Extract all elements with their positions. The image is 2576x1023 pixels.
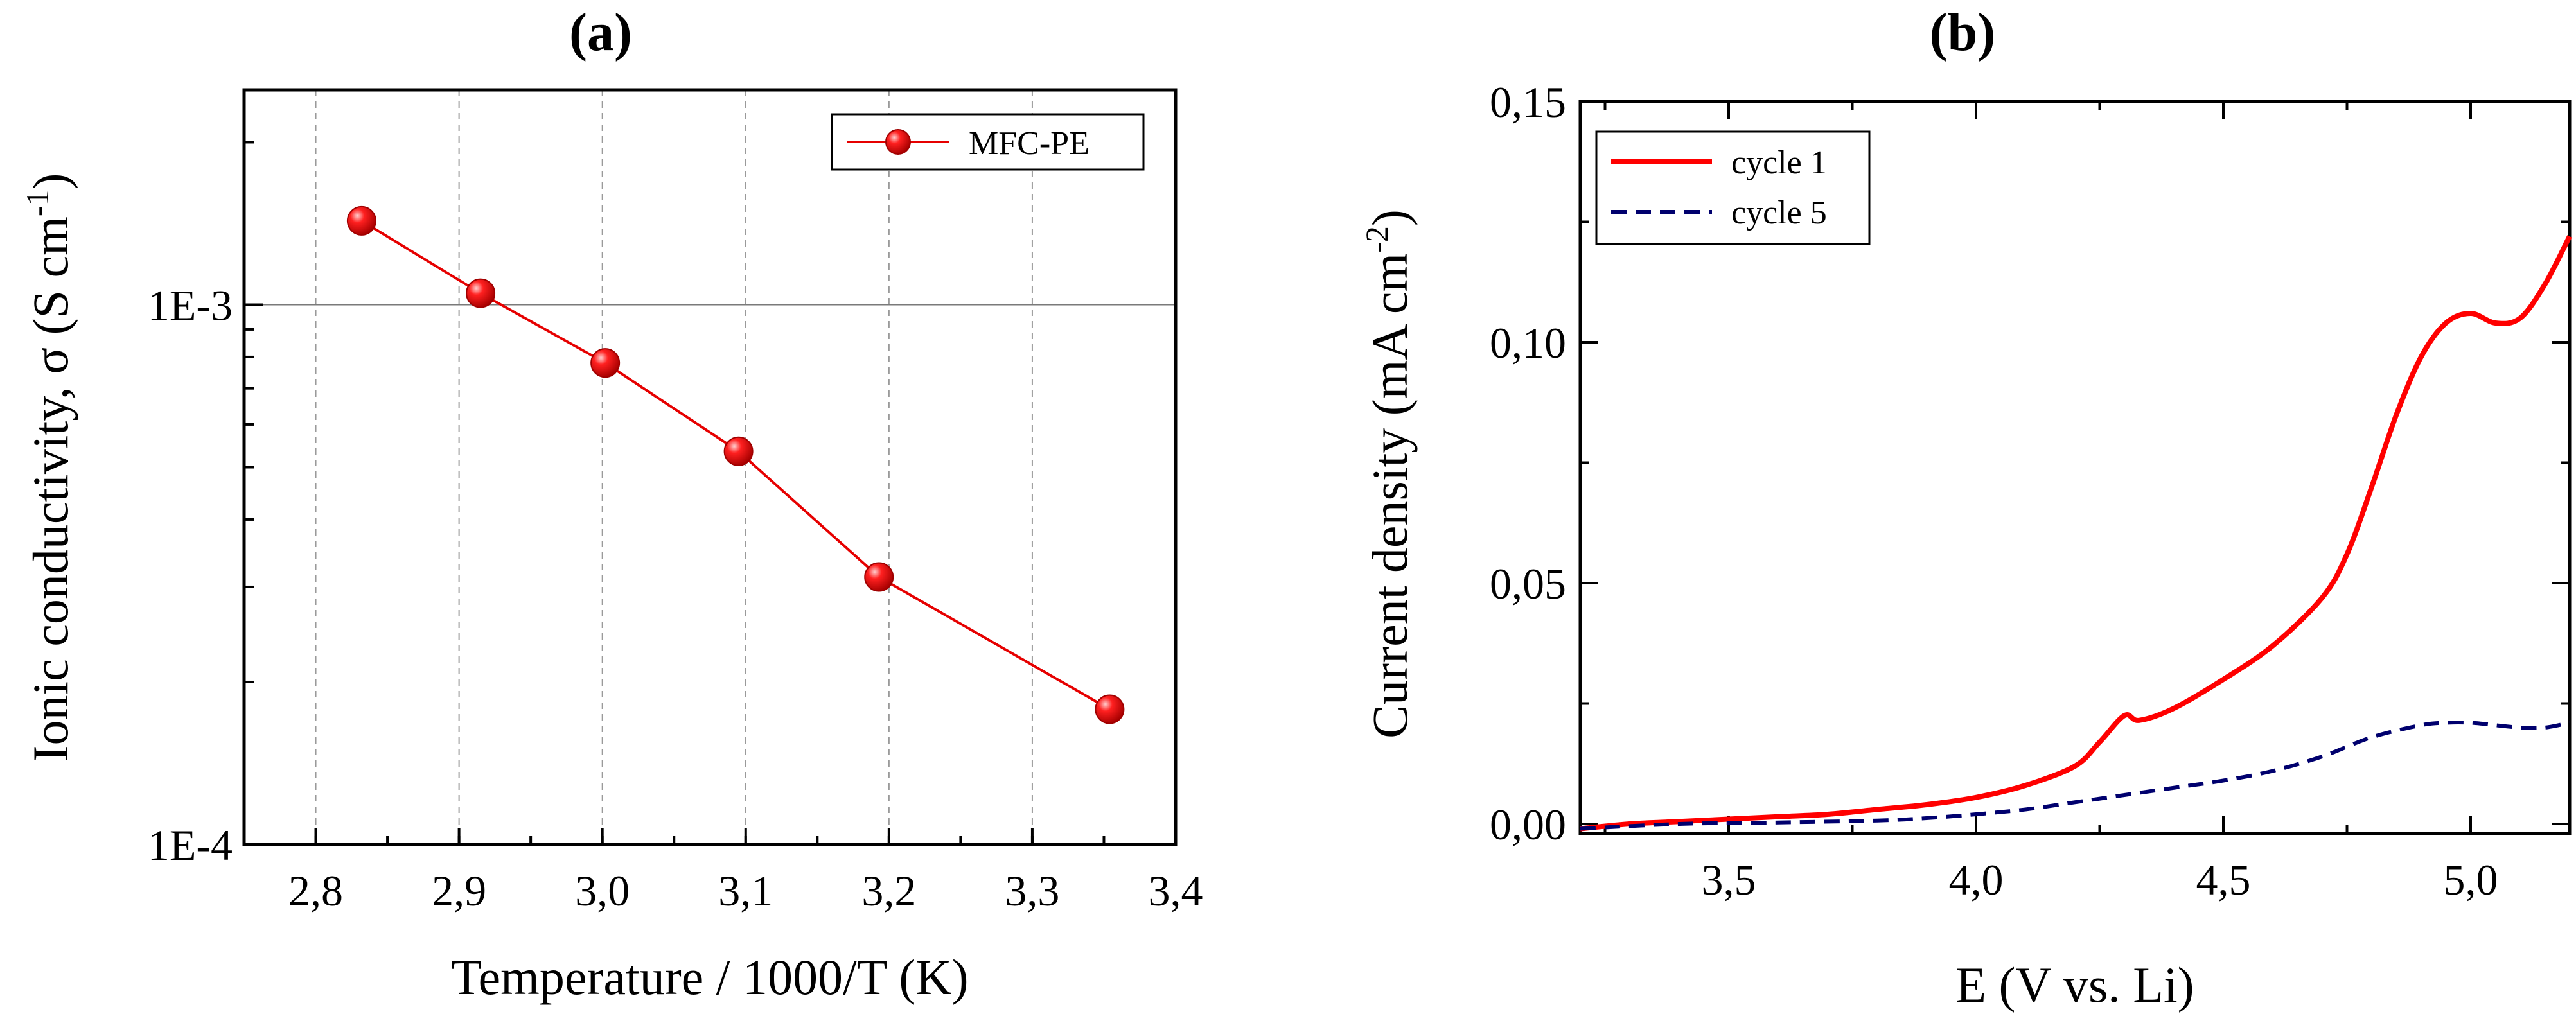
data-point-mfc-pe <box>590 348 621 378</box>
legend-mfc-pe-marker <box>885 129 911 155</box>
series-cycle-5-line <box>1580 721 2570 831</box>
panel-b-y-tick-label: 0,15 <box>1490 78 1566 127</box>
panel-a-frame <box>242 88 1178 846</box>
data-point-mfc-pe <box>1095 694 1125 724</box>
panel-b-y-axis-title-sup: -2 <box>1359 226 1395 253</box>
panel-a-grid <box>244 90 1176 845</box>
panel-b: (b) 3,5 4,0 4,5 5,0 0,00 0,05 0,10 0,15 cycle 1… <box>1359 3 2572 1013</box>
series-cycle-1-line <box>1580 235 2572 832</box>
panel-a-y-tick-label: 1E-3 <box>148 281 233 329</box>
data-point-mfc-pe <box>346 205 376 236</box>
panel-b-ticks: 3,5 4,0 4,5 5,0 0,00 0,05 0,10 0,15 <box>1490 78 2570 904</box>
panel-a-x-tick-label: 3,4 <box>1149 866 1203 915</box>
panel-b-series <box>1580 235 2572 832</box>
panel-b-y-axis-title-main: Current density (mA cm <box>1362 253 1418 739</box>
panel-a-x-tick-label: 3,1 <box>718 866 773 915</box>
panel-b-x-tick-label: 5,0 <box>2444 855 2498 904</box>
panel-b-x-tick-label: 4,5 <box>2196 855 2251 904</box>
panel-a-x-tick-label: 2,8 <box>288 866 343 915</box>
legend-cycle-1-label: cycle 1 <box>1731 144 1827 181</box>
data-point-mfc-pe <box>466 278 496 308</box>
panel-a-title: (a) <box>569 3 632 62</box>
panel-b-y-tick-label: 0,00 <box>1490 800 1566 849</box>
panel-b-y-axis-title: Current density (mA cm-2) <box>1359 209 1418 739</box>
panel-a-x-axis-title: Temperature / 1000/T (K) <box>451 949 968 1005</box>
panel-b-y-axis-title-close: ) <box>1362 209 1418 226</box>
panel-b-frame <box>1578 100 2572 835</box>
panel-a-series <box>346 205 1125 724</box>
panel-b-y-tick-label: 0,10 <box>1490 319 1566 367</box>
series-mfc-pe-line <box>360 220 1111 711</box>
panel-a-x-tick-label: 3,2 <box>861 866 916 915</box>
panel-a-legend: MFC-PE <box>831 113 1145 171</box>
panel-a-y-axis-title: Ionic conductivity, σ (S cm-1) <box>19 173 78 762</box>
panel-b-x-tick-label: 3,5 <box>1702 855 1756 904</box>
data-point-mfc-pe <box>864 562 894 592</box>
legend-cycle-5-label: cycle 5 <box>1731 195 1827 231</box>
panel-b-title: (b) <box>1930 3 1996 62</box>
panel-b-x-axis-title: E (V vs. Li) <box>1955 957 2194 1013</box>
panel-b-y-tick-label: 0,05 <box>1490 559 1566 608</box>
panel-a-x-tick-label: 3,3 <box>1005 866 1059 915</box>
panel-a-ticks: 2,8 2,9 3,0 3,1 3,2 3,3 3,4 1E-4 1E-3 <box>148 141 1203 915</box>
panel-a-y-axis-title-close: ) <box>22 173 78 190</box>
panel-b-x-tick-label: 4,0 <box>1949 855 2004 904</box>
panel-a-y-axis-title-main: Ionic conductivity, σ (S cm <box>22 216 78 762</box>
panel-a-y-tick-label: 1E-4 <box>148 821 233 870</box>
panel-a-x-tick-label: 3,0 <box>575 866 630 915</box>
panel-b-legend-box <box>1595 130 1871 245</box>
panel-a: (a) 2,8 2,9 3,0 3,1 3,2 3,3 3,4 1E-4 1E-3 MFC-PE… <box>19 3 1203 1005</box>
data-point-mfc-pe <box>723 436 754 466</box>
panel-a-x-tick-label: 2,9 <box>432 866 486 915</box>
panel-b-legend: cycle 1 cycle 5 <box>1595 130 1871 245</box>
panel-a-y-axis-title-sup: -1 <box>19 190 55 217</box>
legend-mfc-pe-label: MFC-PE <box>969 125 1090 162</box>
